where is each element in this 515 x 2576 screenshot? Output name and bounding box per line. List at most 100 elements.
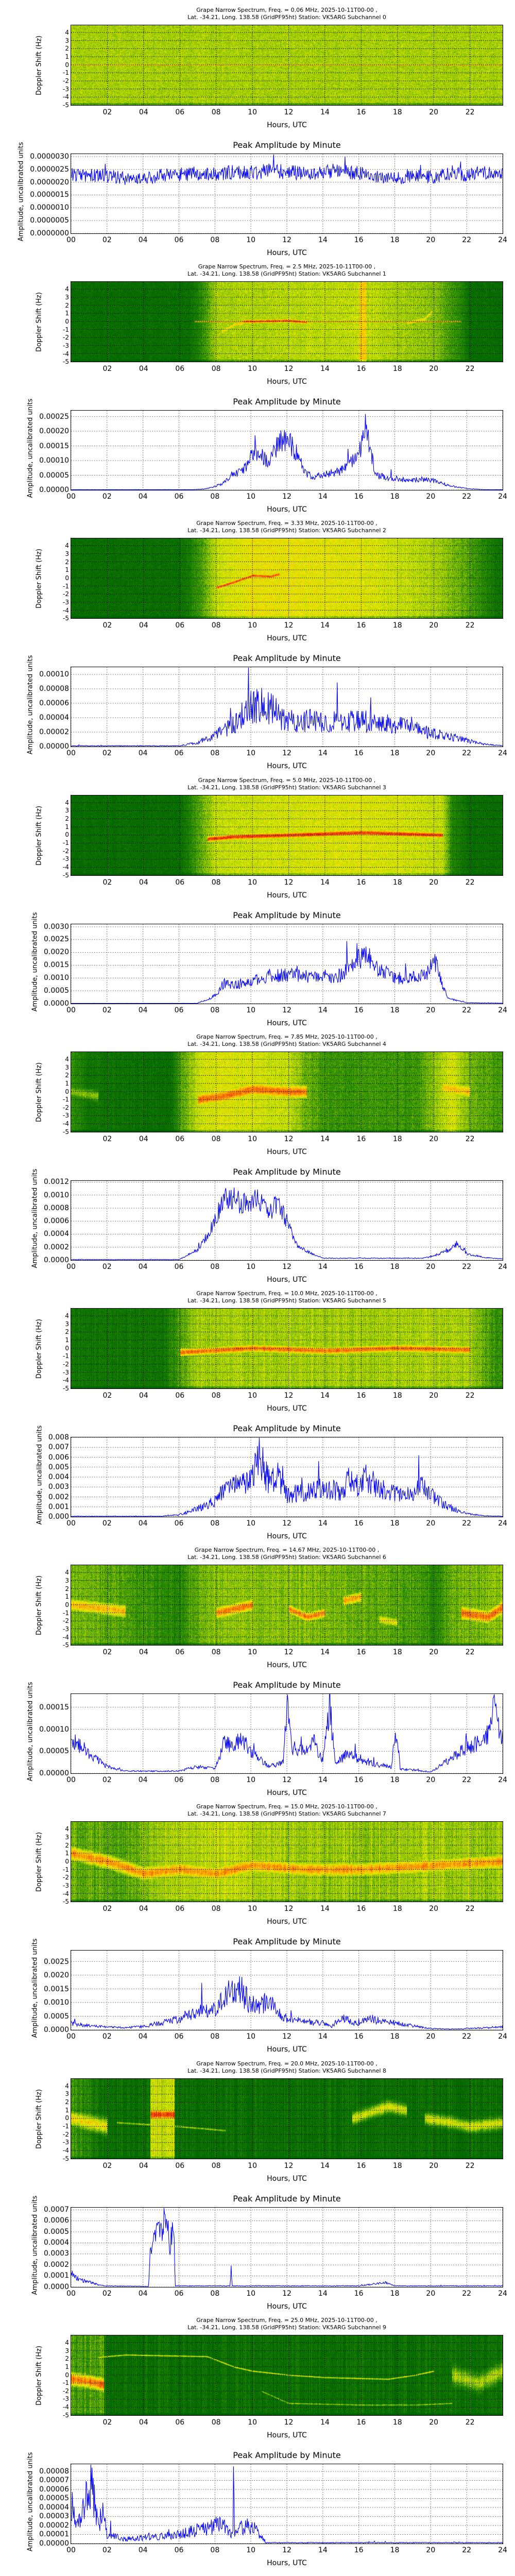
- spectrogram-xtick-label: 10: [248, 365, 257, 374]
- spectrogram-xtick-label: 08: [211, 1905, 221, 1913]
- spectrogram-title-line2: Lat. -34.21, Long. 138.58 (GridPF95ht) S…: [187, 14, 386, 21]
- amplitude-xlabel: Hours, UTC: [267, 505, 307, 514]
- spectrogram-xtick-label: 14: [320, 1392, 330, 1400]
- amplitude-xtick-label: 20: [426, 1006, 436, 1014]
- amplitude-ylabel: Amplitude, uncalibrated units: [31, 912, 39, 1011]
- spectrogram-xtick-label: 16: [356, 1648, 366, 1657]
- amplitude-xtick-label: 12: [282, 2032, 291, 2041]
- amplitude-xtick-label: 02: [102, 236, 112, 244]
- doppler-tick-label: -2: [63, 1104, 69, 1111]
- amplitude-xtick-label: 14: [318, 1006, 328, 1014]
- doppler-tick-label: -1: [63, 1609, 69, 1617]
- amplitude-series-line: [71, 2208, 503, 2287]
- amplitude-ylabel: Amplitude, uncalibrated units: [36, 1425, 44, 1525]
- spectrogram-xtick-label: 20: [429, 365, 439, 374]
- doppler-tick-label: 2: [65, 1585, 69, 1592]
- spectrogram-heatmap: [71, 1822, 503, 1902]
- spectrogram-xtick-label: 08: [211, 1392, 221, 1400]
- spectrogram-xtick-label: 20: [429, 108, 439, 116]
- spectrogram-xtick-label: 20: [429, 621, 439, 630]
- amplitude-xtick-label: 14: [318, 493, 328, 501]
- amplitude-xtick-label: 04: [138, 2032, 148, 2041]
- amplitude-xlabel: Hours, UTC: [267, 1532, 307, 1540]
- spectrogram-xtick-label: 06: [175, 1648, 185, 1657]
- spectrogram-xtick-label: 08: [211, 2418, 221, 2427]
- spectrogram-xtick-label: 02: [102, 621, 112, 630]
- spectrogram-xtick-label: 20: [429, 2418, 439, 2427]
- amplitude-xtick-label: 12: [282, 2546, 291, 2554]
- doppler-tick-label: 2: [65, 1841, 69, 1849]
- spectrogram-xtick-label: 12: [284, 2418, 294, 2427]
- amplitude-xtick-label: 10: [246, 1006, 256, 1014]
- amplitude-xtick-label: 22: [462, 236, 472, 244]
- amplitude-ytick-label: 0.0000025: [30, 165, 69, 174]
- spectrogram-xtick-label: 14: [320, 878, 330, 887]
- amplitude-chart: [71, 1951, 503, 2030]
- spectrogram-xtick-label: 14: [320, 2418, 330, 2427]
- amplitude-xtick-label: 08: [210, 236, 220, 244]
- doppler-tick-label: 1: [65, 823, 69, 831]
- doppler-tick-label: 4: [65, 1312, 69, 1320]
- spectrogram-xtick-label: 22: [465, 365, 475, 374]
- spectrogram-xtick-label: 06: [175, 365, 185, 374]
- spectrogram-title-line2: Lat. -34.21, Long. 138.58 (GridPF95ht) S…: [187, 2324, 386, 2331]
- doppler-tick-label: 0: [65, 317, 69, 325]
- panel-subchannel-9: Grape Narrow Spectrum, Freq. = 25.0 MHz,…: [0, 2310, 515, 2567]
- doppler-tick-label: -4: [63, 2403, 69, 2411]
- amplitude-xtick-label: 12: [282, 1776, 291, 1785]
- amplitude-title: Peak Amplitude by Minute: [233, 1937, 341, 1947]
- amplitude-series-line: [71, 1976, 503, 2030]
- amplitude-xtick-label: 22: [462, 2289, 472, 2298]
- spectrogram-xtick-label: 22: [465, 1648, 475, 1657]
- amplitude-plot: [71, 923, 503, 1004]
- spectrogram-title-line1: Grape Narrow Spectrum, Freq. = 7.85 MHz,…: [196, 1033, 377, 1040]
- doppler-tick-label: -3: [63, 599, 69, 606]
- amplitude-ytick-label: 0.00020: [39, 427, 69, 436]
- amplitude-ytick-label: 0.00010: [39, 1725, 69, 1734]
- amplitude-xtick-label: 16: [354, 749, 364, 758]
- amplitude-xtick-label: 04: [138, 1776, 148, 1785]
- spectrogram-title-line2: Lat. -34.21, Long. 138.58 (GridPF95ht) S…: [187, 527, 386, 534]
- spectrogram-title-line1: Grape Narrow Spectrum, Freq. = 15.0 MHz,…: [196, 1803, 377, 1810]
- amplitude-ytick-label: 0.00000: [39, 1769, 69, 1778]
- amplitude-xtick-label: 08: [210, 1519, 220, 1528]
- spectrogram-xtick-label: 14: [320, 108, 330, 116]
- amplitude-ytick-label: 0.0000: [44, 999, 69, 1008]
- amplitude-xtick-label: 06: [174, 749, 184, 758]
- amplitude-xtick-label: 24: [498, 749, 507, 758]
- spectrogram-title-line2: Lat. -34.21, Long. 138.58 (GridPF95ht) S…: [187, 1810, 386, 1818]
- amplitude-chart: [71, 2464, 503, 2544]
- spectrogram-title-line1: Grape Narrow Spectrum, Freq. = 14.67 MHz…: [194, 1547, 380, 1554]
- spectrogram-xlabel: Hours, UTC: [267, 121, 307, 129]
- doppler-tick-label: 3: [65, 550, 69, 558]
- spectrogram-xtick-label: 08: [211, 878, 221, 887]
- amplitude-xtick-label: 08: [210, 2546, 220, 2554]
- amplitude-xtick-label: 06: [174, 2289, 184, 2298]
- amplitude-xtick-label: 00: [66, 1519, 76, 1528]
- doppler-tick-label: -1: [63, 69, 69, 77]
- doppler-tick-label: -1: [63, 2122, 69, 2130]
- amplitude-xtick-label: 10: [246, 2546, 256, 2554]
- amplitude-ytick-label: 0.0002: [44, 2260, 69, 2269]
- spectrogram-xlabel: Hours, UTC: [267, 378, 307, 386]
- amplitude-xtick-label: 20: [426, 493, 436, 501]
- amplitude-xlabel: Hours, UTC: [267, 1789, 307, 1798]
- doppler-tick-label: -4: [63, 606, 69, 614]
- amplitude-xtick-label: 00: [66, 1776, 76, 1785]
- amplitude-xtick-label: 00: [66, 2289, 76, 2298]
- amplitude-xtick-label: 18: [390, 1262, 400, 1271]
- spectrogram-heatmap: [71, 1565, 503, 1646]
- doppler-tick-label: -4: [63, 1633, 69, 1641]
- amplitude-xtick-label: 20: [426, 749, 436, 758]
- spectrogram-xtick-label: 20: [429, 2161, 439, 2170]
- amplitude-xtick-label: 08: [210, 2032, 220, 2041]
- amplitude-xtick-label: 12: [282, 749, 291, 758]
- doppler-tick-label: 0: [65, 574, 69, 582]
- amplitude-ytick-label: 0.0015: [44, 1985, 69, 1993]
- amplitude-xtick-label: 12: [282, 2289, 291, 2298]
- doppler-tick-label: 4: [65, 285, 69, 293]
- amplitude-ytick-label: 0.00004: [39, 714, 69, 722]
- doppler-tick-label: 3: [65, 2090, 69, 2098]
- doppler-tick-label: -5: [63, 615, 69, 622]
- amplitude-xtick-label: 06: [174, 1006, 184, 1014]
